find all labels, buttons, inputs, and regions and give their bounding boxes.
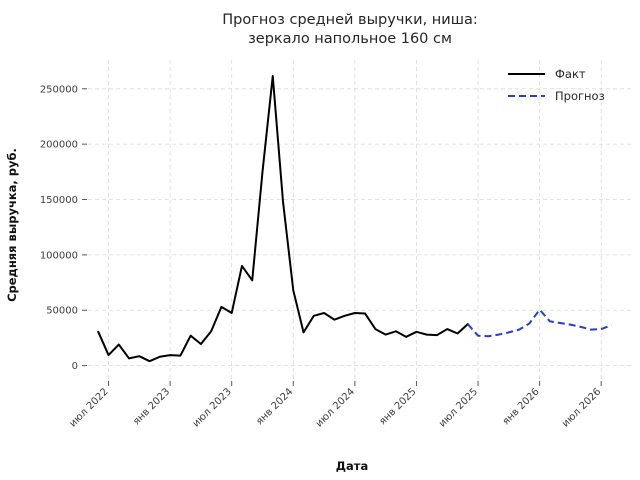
chart-title-line2: зеркало напольное 160 см xyxy=(248,31,452,47)
x-axis-label: Дата xyxy=(336,459,368,473)
y-tick-label: 100000 xyxy=(40,250,78,261)
legend-label-fact: Факт xyxy=(555,67,586,81)
y-tick-label: 200000 xyxy=(40,140,78,151)
y-tick-label: 250000 xyxy=(40,84,78,95)
y-axis-label: Средняя выручка, руб. xyxy=(5,148,19,302)
chart-title-line1: Прогноз средней выручки, ниша: xyxy=(222,12,478,28)
y-axis-ticks: 0 50000 100000 150000 200000 250000 xyxy=(40,84,87,372)
series-line-fact xyxy=(97,75,469,363)
x-gridlines xyxy=(108,60,602,380)
y-tick-label: 0 xyxy=(72,361,78,372)
legend-label-forecast: Прогноз xyxy=(555,89,605,103)
y-tick-label: 150000 xyxy=(40,195,78,206)
chart-legend: Факт Прогноз xyxy=(508,67,605,103)
y-tick-label: 50000 xyxy=(46,306,78,317)
